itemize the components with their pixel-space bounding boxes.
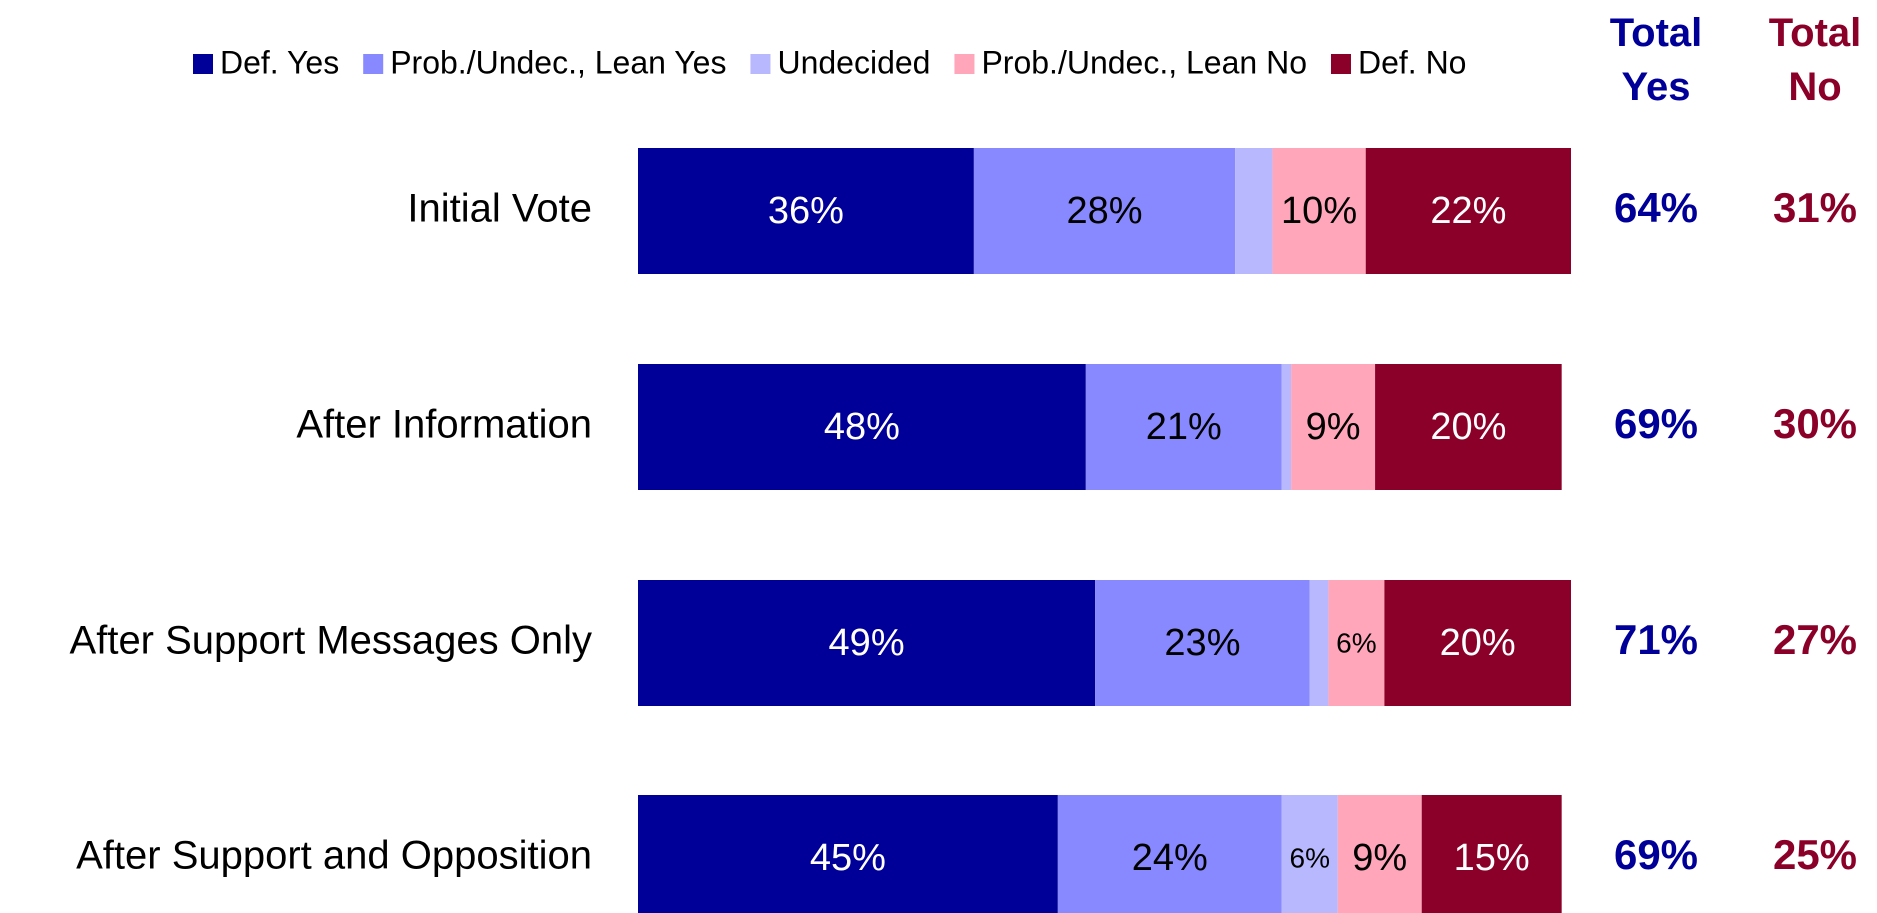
legend-swatch bbox=[954, 54, 975, 74]
legend-label: Def. Yes bbox=[220, 44, 339, 80]
data-label: 10% bbox=[1281, 190, 1357, 232]
bar-segment bbox=[1057, 795, 1282, 913]
legend-swatch bbox=[193, 54, 213, 74]
bar-segment bbox=[1337, 795, 1422, 913]
total-value: 27% bbox=[1773, 616, 1857, 663]
total-value: 31% bbox=[1773, 184, 1857, 231]
legend-label: Prob./Undec., Lean Yes bbox=[390, 44, 726, 80]
data-label: 22% bbox=[1430, 190, 1506, 232]
data-label: 20% bbox=[1440, 622, 1516, 664]
data-label: 28% bbox=[1066, 190, 1142, 232]
data-label: 9% bbox=[1352, 837, 1407, 879]
bar-segment bbox=[638, 795, 1058, 913]
total-value: 30% bbox=[1773, 400, 1857, 447]
total-value: 71% bbox=[1614, 616, 1698, 663]
total-value: 25% bbox=[1773, 831, 1857, 878]
bar-segment bbox=[638, 148, 974, 274]
bar-segment bbox=[1281, 795, 1338, 913]
data-label: 23% bbox=[1164, 622, 1240, 664]
data-label: 45% bbox=[810, 837, 886, 879]
legend-swatch bbox=[363, 54, 384, 74]
data-label: 21% bbox=[1146, 406, 1222, 448]
bar-segment bbox=[1095, 580, 1310, 706]
legend-label: Def. No bbox=[1358, 44, 1466, 80]
bar-segment bbox=[1309, 580, 1329, 706]
data-label: 36% bbox=[768, 190, 844, 232]
category-label: After Support Messages Only bbox=[70, 619, 592, 663]
data-label: 6% bbox=[1290, 842, 1330, 873]
data-label: 24% bbox=[1132, 837, 1208, 879]
bar-segment bbox=[1375, 364, 1562, 490]
bar-segment bbox=[1365, 148, 1571, 274]
data-label: 9% bbox=[1306, 406, 1361, 448]
data-label: 15% bbox=[1454, 837, 1530, 879]
total-value: 64% bbox=[1614, 184, 1698, 231]
legend-label: Undecided bbox=[777, 44, 930, 80]
category-label: After Information bbox=[296, 403, 592, 447]
bar-segment bbox=[1384, 580, 1571, 706]
bar-segment bbox=[638, 364, 1086, 490]
bar-segment bbox=[1281, 364, 1292, 490]
bar-segment bbox=[1328, 580, 1385, 706]
data-label: 48% bbox=[824, 406, 900, 448]
data-label: 49% bbox=[829, 622, 905, 664]
bar-segment bbox=[1235, 148, 1273, 274]
bar-segment bbox=[1421, 795, 1562, 913]
bar-segment bbox=[1291, 364, 1376, 490]
bar-segment bbox=[638, 580, 1096, 706]
legend-swatch bbox=[750, 54, 771, 74]
data-label: 6% bbox=[1336, 627, 1376, 658]
bar-segment bbox=[1272, 148, 1366, 274]
bar-segment bbox=[973, 148, 1236, 274]
legend-label: Prob./Undec., Lean No bbox=[981, 44, 1307, 80]
total-header: Total No bbox=[1768, 11, 1862, 109]
category-label: After Support and Opposition bbox=[76, 834, 592, 878]
total-value: 69% bbox=[1614, 831, 1698, 878]
bar-segment bbox=[1085, 364, 1282, 490]
total-value: 69% bbox=[1614, 400, 1698, 447]
data-label: 20% bbox=[1430, 406, 1506, 448]
total-header: Total Yes bbox=[1609, 11, 1703, 109]
legend-swatch bbox=[1330, 54, 1351, 74]
category-label: Initial Vote bbox=[407, 187, 592, 231]
